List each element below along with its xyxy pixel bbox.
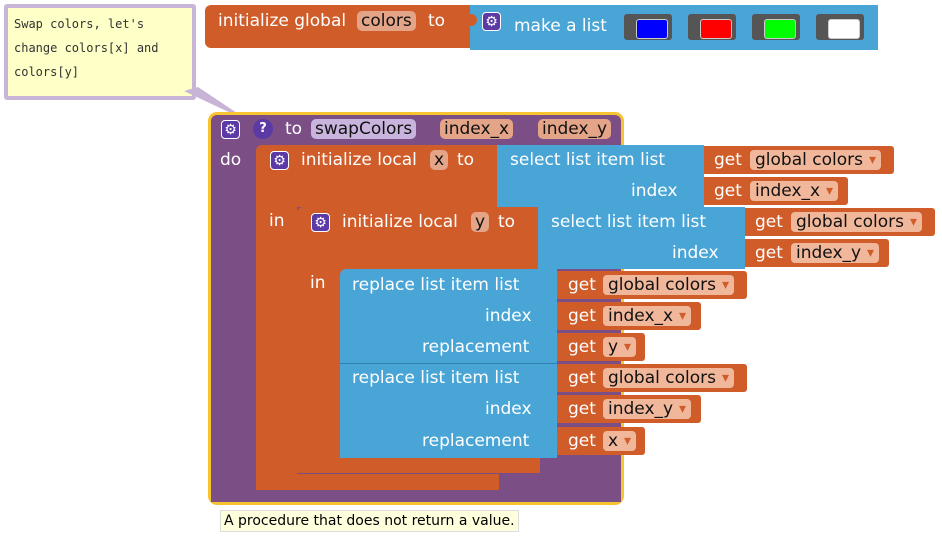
get-keyword: get [568,399,596,419]
comment-pointer [184,87,252,123]
color-swatch-white[interactable] [816,14,864,40]
get-keyword: get [568,306,596,326]
color-swatch-green-fill [764,19,796,39]
local-x-to: to [457,150,475,170]
get-keyword: get [755,212,783,232]
var-dropdown[interactable]: global colors [603,368,734,388]
global-init-block[interactable] [205,5,473,48]
local-y-bottom [297,458,540,473]
replace-2-replacement-label: replacement [422,431,530,451]
make-list-connector [470,14,477,26]
procedure-do: do [220,150,242,170]
replace-2-index-label: index [485,399,532,419]
local-x-var-field[interactable]: x [430,150,449,170]
var-dropdown[interactable]: global colors [750,150,881,170]
replace-1-label: replace list item list [352,275,520,295]
make-list-label: make a list [514,16,607,36]
procedure-gear-icon[interactable]: ⚙ [221,120,240,139]
var-dropdown[interactable]: global colors [603,275,734,295]
get-keyword: get [714,181,742,201]
local-x-in: in [269,211,285,231]
local-x-keyword: initialize local [301,150,417,170]
make-list-gear-icon[interactable]: ⚙ [482,12,501,31]
replace-2-label: replace list item list [352,368,520,388]
var-dropdown[interactable]: index_y [603,399,692,419]
get-keyword: get [714,150,742,170]
get-keyword: get [568,337,596,357]
select-y-index-label: index [672,243,719,263]
select-y-label: select list item list [551,212,707,232]
local-y-in: in [310,273,326,293]
local-y-keyword: initialize local [342,212,458,232]
select-list-item-x-block[interactable] [497,145,704,207]
color-swatch-red-fill [700,19,732,39]
param-index-y[interactable]: index_y [538,119,612,139]
color-swatch-blue-fill [636,19,668,39]
make-list-block[interactable] [470,5,878,50]
local-y-to: to [498,212,516,232]
procedure-bottom-bar [211,488,621,502]
var-dropdown[interactable]: y [603,337,637,357]
var-dropdown[interactable]: index_x [750,181,839,201]
select-x-label: select list item list [510,150,666,170]
help-icon[interactable]: ? [253,119,273,139]
color-swatch-red[interactable] [688,14,736,40]
replace-1-replacement-label: replacement [422,337,530,357]
select-list-item-y-block[interactable] [538,207,745,269]
var-dropdown[interactable]: index_x [603,306,692,326]
global-var-name-field[interactable]: colors [357,11,416,31]
color-swatch-blue[interactable] [624,14,672,40]
var-dropdown[interactable]: global colors [791,212,922,232]
procedure-to: to [285,119,303,139]
get-keyword: get [568,275,596,295]
replace-list-item-1-block[interactable] [340,269,557,363]
var-dropdown[interactable]: x [603,431,637,451]
local-y-gear-icon[interactable]: ⚙ [311,213,330,232]
local-x-bottom [256,474,499,490]
procedure-name-field[interactable]: swapColors [311,119,417,139]
replace-1-index-label: index [485,306,532,326]
color-swatch-white-fill [828,19,860,39]
get-keyword: get [568,368,596,388]
global-init-to: to [428,11,446,31]
procedure-tooltip: A procedure that does not return a value… [220,510,519,532]
replace-list-item-2-block[interactable] [340,363,557,458]
comment-bubble[interactable]: Swap colors, let's change colors[x] and … [4,4,196,100]
select-x-index-label: index [631,181,678,201]
local-x-gear-icon[interactable]: ⚙ [270,151,289,170]
color-swatch-green[interactable] [752,14,800,40]
global-init-keyword: initialize global [218,11,347,31]
local-y-var-field[interactable]: y [471,212,490,232]
get-keyword: get [755,243,783,263]
get-keyword: get [568,431,596,451]
var-dropdown[interactable]: index_y [791,243,880,263]
param-index-x[interactable]: index_x [440,119,514,139]
